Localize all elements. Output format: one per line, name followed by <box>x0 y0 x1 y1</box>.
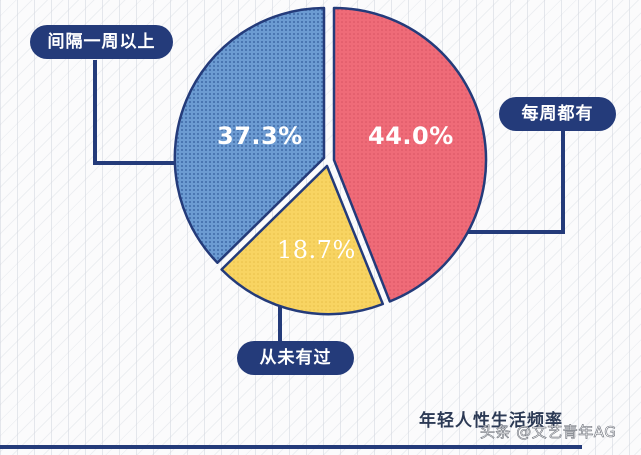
value-label-over-week: 37.3% <box>217 122 303 150</box>
chart-title: 年轻人性生活频率 <box>419 411 563 431</box>
pie-slice-weekly <box>332 6 488 303</box>
pie-slice-over-week <box>173 6 326 264</box>
connector-weekly <box>463 130 565 234</box>
connector-over-week <box>93 60 180 165</box>
watermark: 头条 @文艺青年AG <box>480 423 617 442</box>
value-label-weekly: 44.0% <box>368 122 454 150</box>
label-over-week: 间隔一周以上 <box>30 25 173 59</box>
value-label-never: 18.7% <box>277 236 356 264</box>
title-underline <box>0 445 582 449</box>
label-never: 从未有过 <box>237 341 354 375</box>
label-weekly: 每周都有 <box>499 97 616 131</box>
pie-slice-never <box>220 164 385 316</box>
